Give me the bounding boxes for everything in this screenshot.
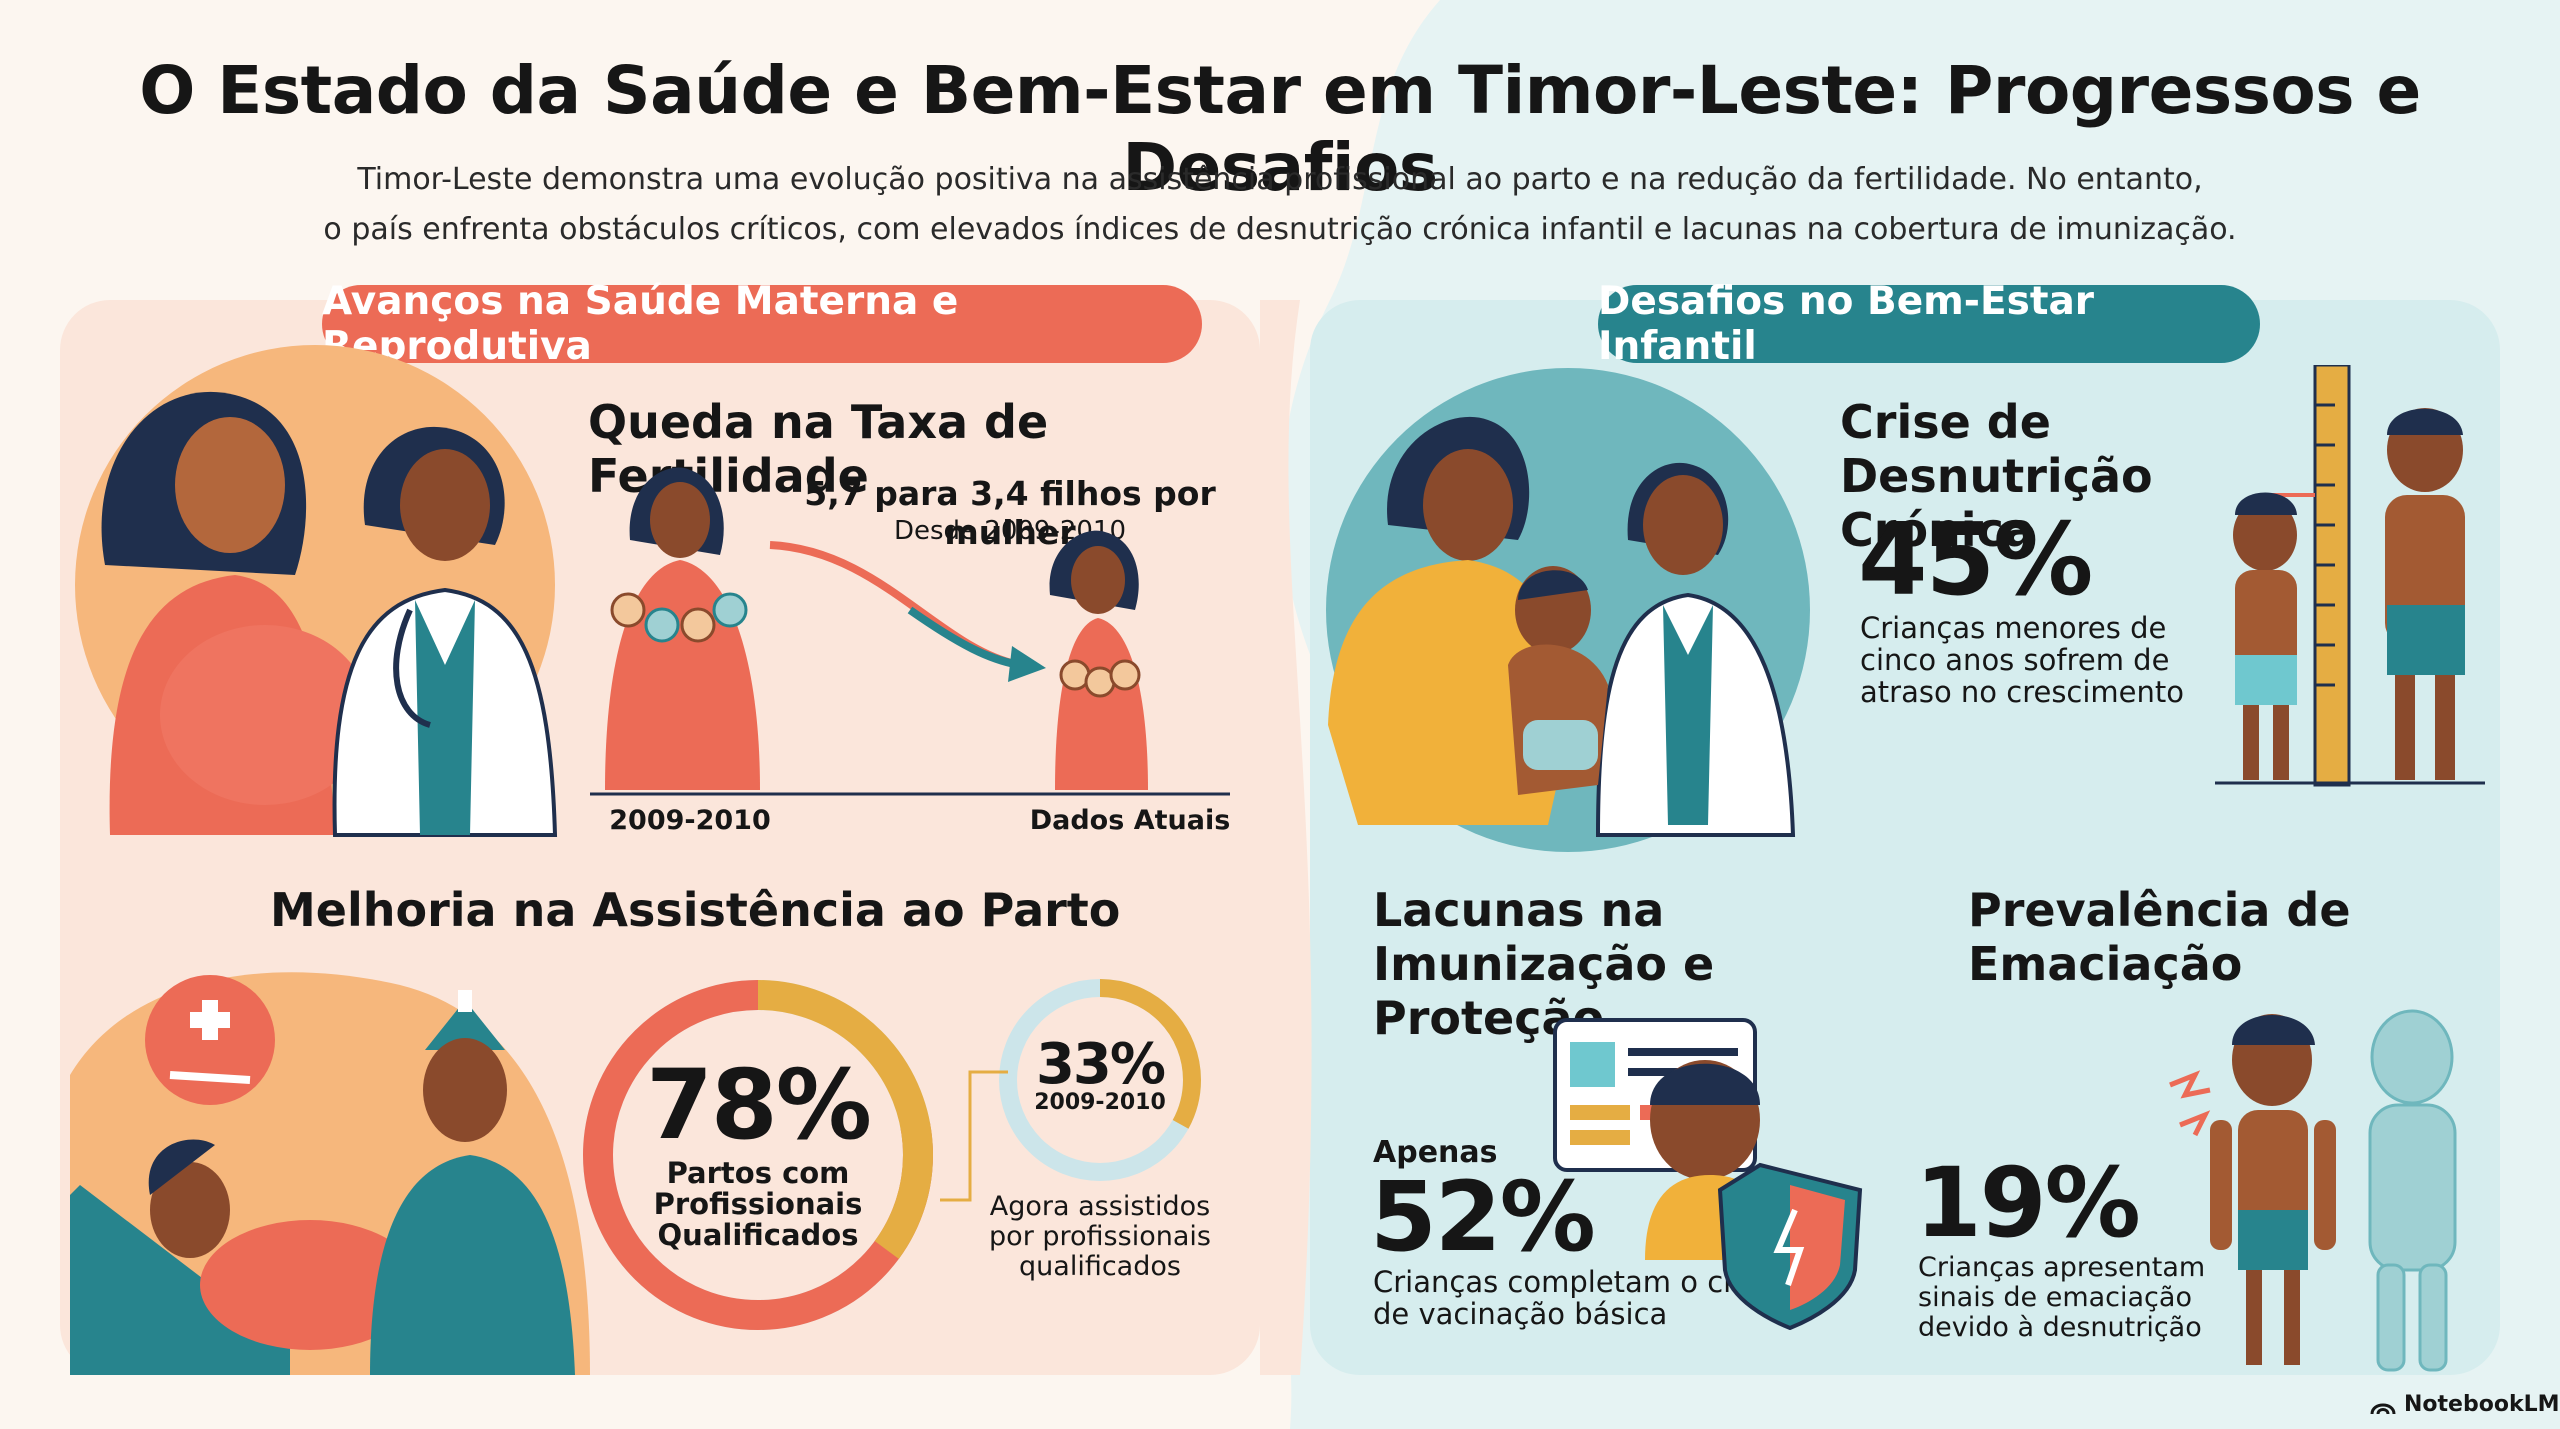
fertility-figures: [590, 467, 1230, 796]
height-comparison-illustration: [2215, 365, 2485, 787]
subtitle-line-1: Timor-Leste demonstra uma evolução posit…: [357, 162, 2203, 197]
notebooklm-logo-icon: [2370, 1403, 2396, 1414]
fertility-end-label: Dados Atuais: [1029, 805, 1231, 836]
mother-doctor-child-illustration: [1326, 368, 1810, 852]
delivery-current-label-2: Profissionais: [653, 1187, 863, 1221]
malnutrition-desc-1: Crianças menores de: [1860, 611, 2167, 645]
fertility-heading: Queda na Taxa de Fertilidade: [588, 395, 1049, 503]
delivery-current-label-3: Qualificados: [657, 1218, 859, 1252]
immunization-percent: 52%: [1370, 1161, 1596, 1273]
immunization-desc: Crianças completam o ciclo de vacinação …: [1373, 1266, 1793, 1330]
subtitle-line-2: o país enfrenta obstáculos críticos, com…: [323, 212, 2237, 247]
nurse-delivery-illustration: [70, 972, 590, 1375]
fertility-value: 5,7 para 3,4 filhos por mulher: [804, 474, 1216, 552]
malnutrition-heading-line-1: Crise de Desnutrição: [1840, 395, 2153, 503]
malnutrition-desc-2: cinco anos sofrem de: [1860, 643, 2170, 677]
delivery-current-percent: 78%: [646, 1049, 872, 1161]
malnutrition-percent: 45%: [1858, 501, 2093, 618]
wasting-desc-3: devido à desnutrição: [1918, 1312, 2202, 1343]
malnutrition-desc-3: atraso no crescimento: [1860, 675, 2185, 709]
pregnant-woman-doctor-illustration: [75, 345, 558, 837]
delivery-connector: [940, 1070, 1008, 1202]
delivery-past-desc-2: por profissionais: [989, 1221, 1211, 1252]
wasting-percent: 19%: [1915, 1147, 2141, 1259]
malnutrition-heading: Crise de Desnutrição Crónica: [1840, 395, 2310, 557]
footer-brand-label: NotebookLM: [2404, 1392, 2560, 1417]
delivery-past-desc: Agora assistidos por profissionais quali…: [960, 1192, 1240, 1282]
delivery-donut-past: [999, 979, 1201, 1181]
delivery-donut-current-highlight: [583, 980, 933, 1330]
delivery-heading: Melhoria na Assistência ao Parto: [270, 883, 1121, 937]
malnutrition-desc: Crianças menores de cinco anos sofrem de…: [1860, 612, 2220, 708]
delivery-current-label-1: Partos com: [666, 1156, 850, 1190]
wasting-desc-2: sinais de emaciação: [1918, 1282, 2192, 1313]
wasting-child-illustration: [2169, 1009, 2457, 1372]
malnutrition-heading-line-2: Crónica: [1840, 503, 2035, 557]
wasting-desc-1: Crianças apresentam: [1918, 1252, 2206, 1283]
wasting-desc: Crianças apresentam sinais de emaciação …: [1918, 1253, 2218, 1343]
delivery-past-desc-3: qualificados: [1019, 1251, 1181, 1282]
immunization-desc-1: Crianças completam o ciclo: [1373, 1265, 1773, 1299]
delivery-past-desc-1: Agora assistidos: [989, 1191, 1211, 1222]
section-label-child: Desafios no Bem-Estar Infantil: [1598, 279, 2260, 369]
immunization-heading-line-1: Lacunas na: [1373, 883, 1665, 937]
section-label-maternal: Avanços na Saúde Materna e Reprodutiva: [322, 279, 1202, 369]
delivery-donut-past-arc: [999, 979, 1201, 1181]
wasting-heading-line-2: Emaciação: [1968, 937, 2243, 991]
wasting-heading-line-1: Prevalência de: [1968, 883, 2351, 937]
delivery-past-year: 2009-2010: [1034, 1090, 1166, 1115]
footer-brand: NotebookLM: [2370, 1392, 2559, 1417]
page-subtitle: Timor-Leste demonstra uma evolução posit…: [300, 155, 2260, 255]
delivery-past-percent: 33%: [1035, 1032, 1166, 1097]
immunization-desc-2: de vacinação básica: [1373, 1297, 1668, 1331]
vaccination-card-child-shield-illustration: [1553, 1018, 1863, 1330]
delivery-current-label: Partos com Profissionais Qualificados: [618, 1158, 898, 1251]
wasting-heading: Prevalência de Emaciação: [1968, 883, 2408, 991]
fertility-start-label: 2009-2010: [609, 805, 771, 836]
page-title: O Estado da Saúde e Bem-Estar em Timor-L…: [139, 52, 2421, 206]
delivery-donut-current: [583, 980, 933, 1330]
immunization-prefix: Apenas: [1373, 1135, 1498, 1170]
